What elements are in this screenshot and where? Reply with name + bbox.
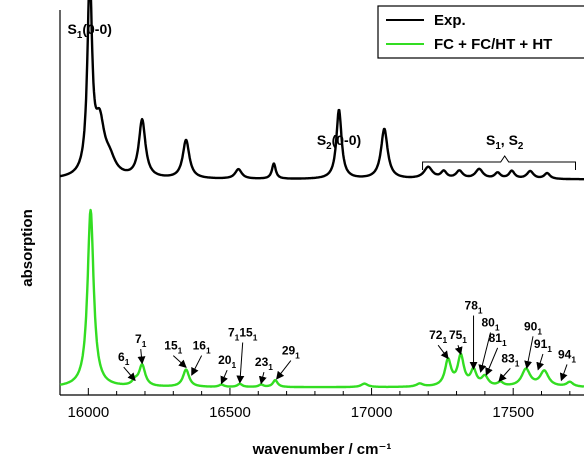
legend-box	[377, 5, 584, 59]
vibronic-arrow	[172, 355, 187, 368]
vibronic-label: 901	[524, 319, 542, 336]
vibronic-arrow	[258, 372, 267, 385]
vibronic-label: 811	[489, 331, 507, 348]
vibronic-arrow	[220, 370, 228, 385]
vibronic-label: 781	[465, 299, 483, 316]
vibronic-label: 801	[482, 315, 500, 332]
vibronic-label: 911	[534, 337, 552, 354]
region-bracket	[422, 155, 577, 170]
series-layer	[59, 0, 584, 389]
vibronic-arrow	[276, 360, 292, 380]
vibronic-arrow	[485, 347, 499, 376]
vibronic-label: 751	[449, 328, 467, 345]
vibronic-label: 831	[501, 351, 519, 368]
y-axis-label: absorption	[19, 209, 36, 287]
legend: Exp. FC + FC/HT + HT	[377, 5, 584, 59]
vibronic-label: 151	[164, 339, 182, 356]
vibronic-label: 231	[255, 355, 273, 372]
legend-label-fc: FC + FC/HT + HT	[434, 36, 552, 53]
vibronic-label: 61	[118, 350, 130, 367]
x-tick-label: 17000	[351, 404, 393, 421]
vibronic-arrow	[123, 366, 136, 382]
vibronic-arrow	[478, 332, 492, 373]
vibronic-arrow	[536, 353, 545, 371]
vibronic-arrow	[137, 348, 146, 365]
vibronic-label: 161	[193, 339, 211, 356]
vibronic-label: 71151	[228, 325, 258, 342]
annotation-s2-origin: S2(0-0)	[317, 132, 361, 152]
vibronic-arrow	[498, 367, 511, 382]
x-axis-label: wavenumber / cm⁻¹	[252, 441, 392, 458]
vibronic-arrow	[191, 355, 203, 376]
vibronic-arrow	[236, 342, 245, 384]
vibronic-label: 71	[135, 332, 147, 349]
annotation-s1-s2-region: S1, S2	[486, 132, 524, 152]
vibronic-arrow	[437, 344, 449, 360]
x-tick-label: 17500	[492, 404, 534, 421]
vibronic-arrow	[524, 336, 534, 370]
legend-label-exp: Exp.	[434, 12, 466, 29]
plot-frame	[59, 10, 584, 396]
annotation-s1-origin: S1(0-0)	[68, 21, 112, 41]
axis-layer: 16000 16500 17000 17500	[59, 388, 571, 421]
series-line-exp	[59, 0, 584, 181]
vibronic-label: 291	[282, 344, 300, 361]
vibronic-label: 941	[558, 347, 576, 364]
series-line-fc	[59, 208, 584, 389]
vibronic-label: 721	[429, 328, 447, 345]
x-tick-label: 16500	[209, 404, 251, 421]
vibronic-arrow	[454, 345, 463, 356]
vibronic-arrow	[559, 364, 568, 382]
vibronic-label: 201	[218, 353, 236, 370]
x-tick-label: 16000	[67, 404, 109, 421]
